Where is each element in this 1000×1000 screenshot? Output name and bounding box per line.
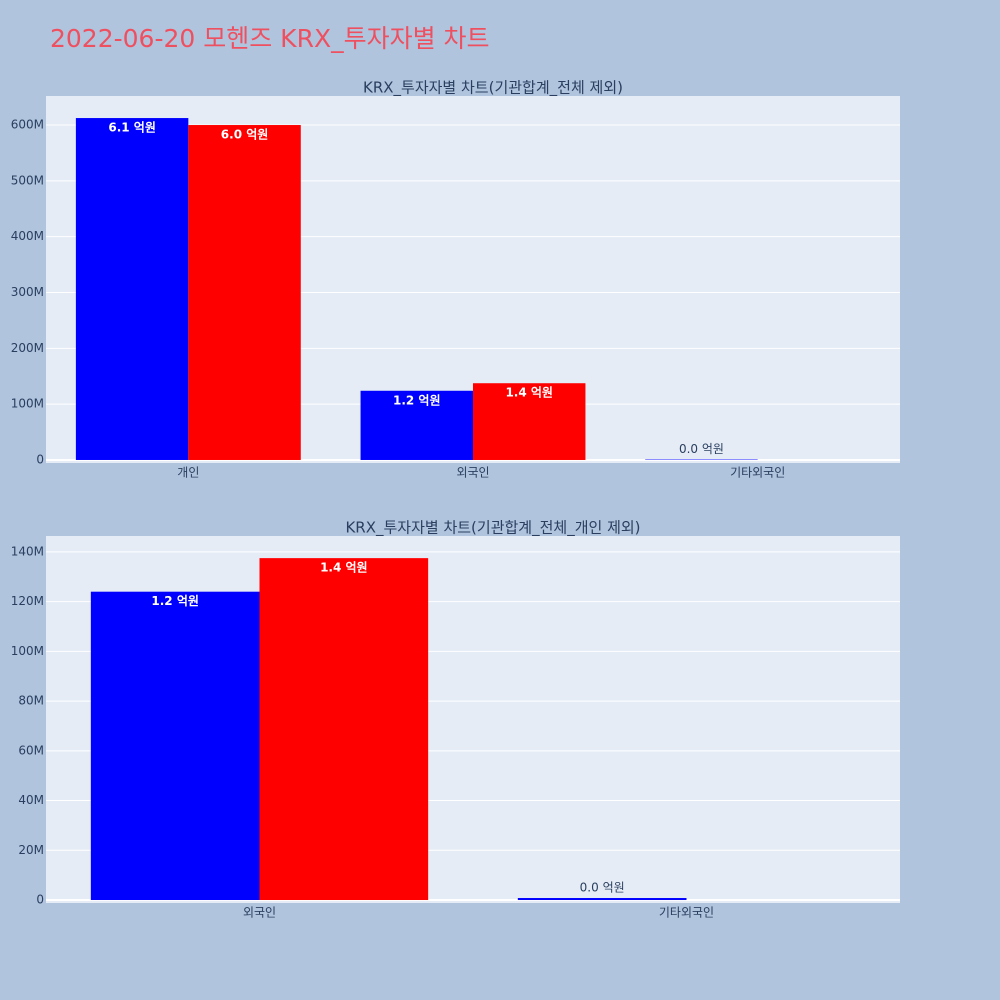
bar <box>360 390 473 460</box>
bar <box>517 898 687 901</box>
y-tick-label: 80M <box>18 694 44 708</box>
bar <box>75 118 189 460</box>
y-tick-label: 500M <box>11 173 44 187</box>
x-tick-label: 외국인 <box>243 906 276 920</box>
chart-title: KRX_투자자별 차트(기관합계_전체_개인 제외) <box>345 519 640 538</box>
y-tick-label: 120M <box>11 594 44 608</box>
y-tick-label: 0 <box>36 452 44 466</box>
y-tick-label: 100M <box>11 644 44 658</box>
bar <box>188 125 301 460</box>
value-label: 6.1 억원 <box>108 121 156 135</box>
value-label: 0.0 억원 <box>679 442 724 456</box>
value-label: 1.4 억원 <box>320 561 368 575</box>
value-label: 1.2 억원 <box>393 393 441 407</box>
y-tick-label: 400M <box>11 229 44 243</box>
y-tick-label: 200M <box>11 341 44 355</box>
page-title: 2022-06-20 모헨즈 KRX_투자자별 차트 <box>50 24 490 53</box>
x-tick-label: 기타외국인 <box>659 906 714 920</box>
y-tick-label: 100M <box>11 397 44 411</box>
y-tick-label: 20M <box>18 843 44 857</box>
bar <box>473 383 586 460</box>
y-tick-label: 140M <box>11 544 44 558</box>
value-label: 0.0 억원 <box>580 881 625 895</box>
value-label: 6.0 억원 <box>221 128 269 142</box>
bar <box>259 558 429 901</box>
value-label: 1.2 억원 <box>151 594 199 608</box>
value-label: 1.4 억원 <box>505 386 553 400</box>
x-tick-label: 외국인 <box>456 466 489 480</box>
y-tick-label: 0 <box>36 893 44 907</box>
x-tick-label: 개인 <box>177 466 199 480</box>
chart-title: KRX_투자자별 차트(기관합계_전체 제외) <box>363 79 623 98</box>
bar <box>90 591 260 901</box>
y-tick-label: 60M <box>18 743 44 757</box>
y-tick-label: 300M <box>11 285 44 299</box>
y-tick-label: 600M <box>11 118 44 132</box>
y-tick-label: 40M <box>18 793 44 807</box>
x-tick-label: 기타외국인 <box>730 466 785 480</box>
